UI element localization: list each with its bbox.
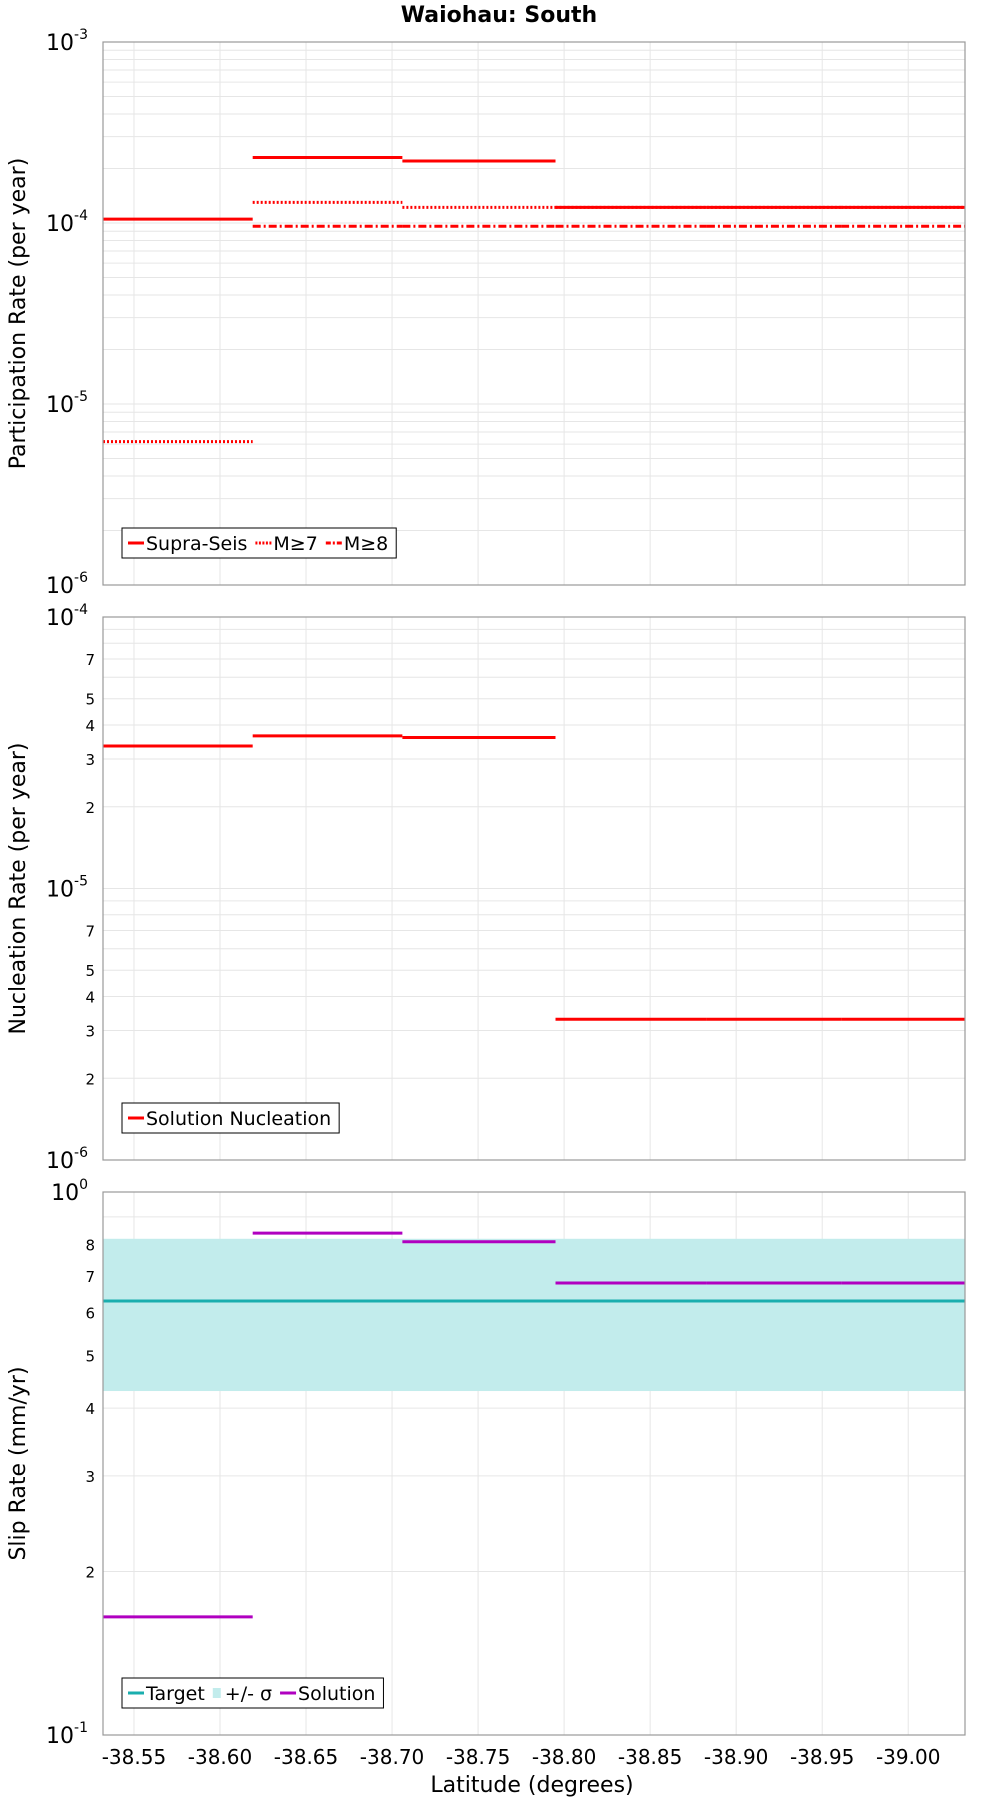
tick-exponent: -3: [74, 27, 88, 43]
x-tick-label: -38.75: [446, 1745, 510, 1769]
y-major-tick-label: 10-4: [46, 602, 88, 631]
legend-swatch: [212, 1688, 221, 1698]
y-minor-tick-label: 7: [85, 1268, 95, 1286]
legend-item: Supra-Seis: [128, 533, 247, 555]
y-minor-tick-label: 3: [85, 751, 95, 769]
tick-exponent: 0: [79, 1177, 88, 1193]
y-major-tick-label: 10-6: [46, 570, 88, 599]
legend-item: M≥7: [255, 533, 318, 555]
y-minor-tick-label: 3: [85, 1468, 95, 1486]
x-tick-label: -38.95: [790, 1745, 854, 1769]
legend-item: M≥8: [325, 533, 388, 555]
y-minor-tick-label: 5: [85, 691, 95, 709]
legend-label: +/- σ: [225, 1683, 272, 1705]
x-tick-label: -38.90: [704, 1745, 768, 1769]
legend-label: M≥8: [344, 533, 388, 555]
chart-title: Waiohau: South: [401, 3, 597, 28]
legend-label: M≥7: [273, 533, 317, 555]
tick-exponent: -4: [74, 208, 88, 224]
y-minor-tick-label: 7: [85, 651, 95, 669]
y-minor-tick-label: 2: [85, 1070, 95, 1088]
tick-base: 10: [51, 1181, 79, 1206]
tick-base: 10: [46, 393, 74, 418]
legend: Target +/- σ Solution: [121, 1677, 384, 1709]
legend-item: Target: [128, 1683, 205, 1705]
series-supra-seis: [103, 156, 965, 221]
y-minor-tick-label: 2: [85, 1564, 95, 1582]
x-tick-label: -39.00: [876, 1745, 940, 1769]
y-minor-tick-label: 6: [85, 1304, 95, 1322]
legend: Supra-Seis M≥7 M≥8: [121, 527, 397, 559]
x-tick-label: -38.60: [188, 1745, 252, 1769]
tick-exponent: -6: [74, 570, 88, 586]
tick-exponent: -4: [74, 602, 88, 618]
tick-base: 10: [46, 1724, 74, 1749]
tick-exponent: -1: [74, 1720, 88, 1736]
tick-exponent: -6: [74, 1145, 88, 1161]
legend-item: Solution: [280, 1683, 375, 1705]
y-major-tick-label: 10-5: [46, 874, 88, 903]
legend-label: Solution: [298, 1683, 375, 1705]
y-major-tick-label: 10-3: [46, 27, 88, 56]
y-minor-tick-label: 5: [85, 1347, 95, 1365]
x-tick-label: -38.80: [532, 1745, 596, 1769]
legend-box: [121, 1102, 340, 1134]
plot-frame: [102, 1191, 966, 1736]
y-minor-tick-label: 3: [85, 1022, 95, 1040]
y-axis-label: Nucleation Rate (per year): [6, 743, 31, 1035]
legend-label: Solution Nucleation: [146, 1108, 331, 1130]
x-axis-ticks: -38.55 -38.60 -38.65 -38.70 -38.75 -38.80 -38.…: [102, 1745, 941, 1769]
y-axis-label: Participation Rate (per year): [6, 158, 31, 470]
plot-frame: [102, 41, 966, 586]
tick-base: 10: [46, 1149, 74, 1174]
uncertainty-band: [103, 1238, 965, 1392]
x-tick-label: -38.70: [360, 1745, 424, 1769]
series-solution-nucleation: [103, 734, 965, 1021]
legend-label: Supra-Seis: [146, 533, 247, 555]
tick-base: 10: [46, 212, 74, 237]
series-solution: [103, 1231, 965, 1619]
tick-base: 10: [46, 31, 74, 56]
series-m-7: [103, 200, 965, 444]
x-tick-label: -38.55: [102, 1745, 166, 1769]
y-minor-tick-label: 5: [85, 962, 95, 980]
y-major-tick-label: 10-5: [46, 389, 88, 418]
y-minor-tick-label: 4: [85, 717, 95, 735]
tick-exponent: -5: [74, 874, 88, 890]
y-minor-tick-label: 4: [85, 989, 95, 1007]
y-minor-tick-label: 7: [85, 923, 95, 941]
y-minor-tick-label: 4: [85, 1400, 95, 1418]
y-minor-tick-label: 8: [85, 1237, 95, 1255]
y-major-tick-label: 10-6: [46, 1145, 88, 1174]
legend-item: Solution Nucleation: [128, 1108, 331, 1130]
legend: Solution Nucleation: [121, 1102, 340, 1134]
legend-label: Target: [145, 1683, 205, 1705]
tick-exponent: -5: [74, 389, 88, 405]
tick-base: 10: [46, 574, 74, 599]
y-major-tick-label: 100: [51, 1177, 88, 1206]
y-axis-label: Slip Rate (mm/yr): [6, 1366, 31, 1560]
tick-base: 10: [46, 878, 74, 903]
plot-frame: [102, 616, 966, 1161]
y-major-tick-label: 10-1: [46, 1720, 88, 1749]
legend-box: [121, 1677, 384, 1709]
x-tick-label: -38.85: [618, 1745, 682, 1769]
x-axis-label: Latitude (degrees): [430, 1773, 633, 1798]
tick-base: 10: [46, 606, 74, 631]
y-minor-tick-label: 2: [85, 799, 95, 817]
x-tick-label: -38.65: [274, 1745, 338, 1769]
y-major-tick-label: 10-4: [46, 208, 88, 237]
legend-item: +/- σ: [212, 1683, 272, 1705]
